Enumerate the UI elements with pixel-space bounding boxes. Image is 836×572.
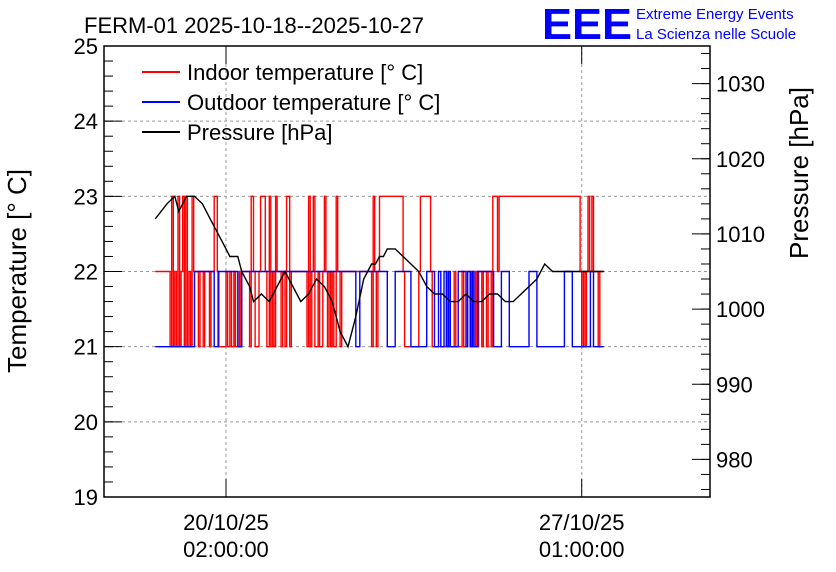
series-indoor-temperature [155, 195, 604, 348]
logo-line-2: La Scienza nelle Scuole [636, 26, 796, 43]
x-tick-time: 01:00:00 [539, 537, 625, 562]
eee-logo: EEE Extreme Energy Events La Scienza nel… [542, 0, 796, 49]
y-tick-label: 24 [74, 109, 98, 134]
x-tick-date: 20/10/25 [183, 510, 269, 535]
chart-title: FERM-01 2025-10-18--2025-10-27 [84, 13, 424, 38]
y-tick-label: 25 [74, 34, 98, 59]
y-tick-label: 23 [74, 184, 98, 209]
x-tick-time: 02:00:00 [183, 537, 269, 562]
y2-axis-label: Pressure [hPa] [784, 87, 814, 259]
series-pressure [154, 194, 604, 349]
y2-tick-label: 990 [716, 372, 753, 397]
series-outdoor-temperature [155, 270, 604, 348]
tick-labels: 19 20 21 22 23 24 25 980 990 1000 1010 1020 1030 20/1… [74, 34, 765, 562]
x-tick-date: 27/10/25 [539, 510, 625, 535]
legend-label-indoor: Indoor temperature [° C] [187, 60, 423, 85]
y2-tick-label: 1020 [716, 147, 765, 172]
legend-label-pressure: Pressure [hPa] [187, 120, 333, 145]
logo-mark: EEE [542, 0, 632, 49]
y-tick-label: 21 [74, 335, 98, 360]
y2-tick-label: 1030 [716, 72, 765, 97]
axis-ticks [104, 45, 710, 498]
y-tick-label: 19 [74, 485, 98, 510]
y2-tick-label: 1000 [716, 297, 765, 322]
y-tick-label: 22 [74, 260, 98, 285]
series-group [154, 194, 604, 349]
legend: Indoor temperature [° C] Outdoor tempera… [142, 60, 440, 145]
y2-tick-label: 1010 [716, 222, 765, 247]
logo-line-1: Extreme Energy Events [636, 6, 794, 23]
legend-label-outdoor: Outdoor temperature [° C] [187, 90, 440, 115]
y-axis-label: Temperature [° C] [2, 169, 32, 373]
y2-tick-label: 980 [716, 447, 753, 472]
y-tick-label: 20 [74, 410, 98, 435]
